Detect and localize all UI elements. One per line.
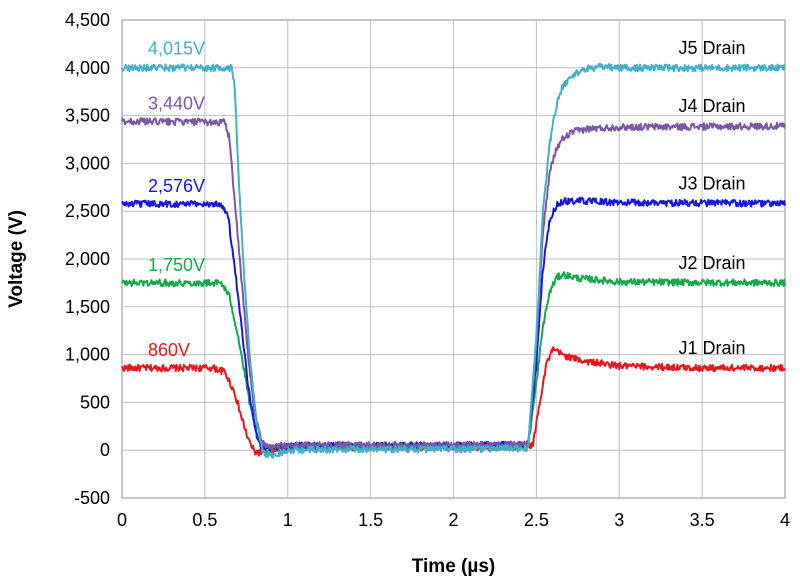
- series-line-j5-drain: [121, 62, 786, 459]
- y-axis-title: Voltage (V): [6, 210, 27, 308]
- y-tick-label: 4,000: [65, 58, 110, 78]
- series-name-j2-drain: J2 Drain: [678, 253, 745, 273]
- y-tick-label: 2,000: [65, 249, 110, 269]
- y-tick-label: 3,500: [65, 106, 110, 126]
- series-line-j2-drain: [121, 271, 786, 454]
- y-tick-label: 500: [80, 392, 110, 412]
- y-tick-label: 2,500: [65, 201, 110, 221]
- x-tick-label: 3: [614, 510, 624, 530]
- y-tick-label: 0: [100, 440, 110, 460]
- y-tick-label: 1,000: [65, 345, 110, 365]
- series-name-j3-drain: J3 Drain: [678, 174, 745, 194]
- y-tick-label: 3,000: [65, 153, 110, 173]
- x-tick-label: 1: [283, 510, 293, 530]
- series-name-j1-drain: J1 Drain: [678, 338, 745, 358]
- x-tick-label: 2.5: [524, 510, 549, 530]
- x-tick-label: 1.5: [358, 510, 383, 530]
- value-label-j5-drain: 4,015V: [148, 38, 205, 58]
- value-label-j4-drain: 3,440V: [148, 93, 205, 113]
- series-name-j4-drain: J4 Drain: [678, 96, 745, 116]
- series-name-j5-drain: J5 Drain: [678, 38, 745, 58]
- value-label-j2-drain: 1,750V: [148, 255, 205, 275]
- value-label-j1-drain: 860V: [148, 340, 190, 360]
- x-tick-label: 2: [448, 510, 458, 530]
- y-tick-label: -500: [74, 488, 110, 508]
- x-tick-label: 4: [780, 510, 790, 530]
- y-tick-label: 1,500: [65, 297, 110, 317]
- x-tick-label: 3.5: [690, 510, 715, 530]
- x-tick-label: 0.5: [192, 510, 217, 530]
- x-tick-label: 0: [117, 510, 127, 530]
- x-axis-title: Time (µs): [412, 556, 495, 577]
- value-label-j3-drain: 2,576V: [148, 176, 205, 196]
- y-tick-label: 4,500: [65, 10, 110, 30]
